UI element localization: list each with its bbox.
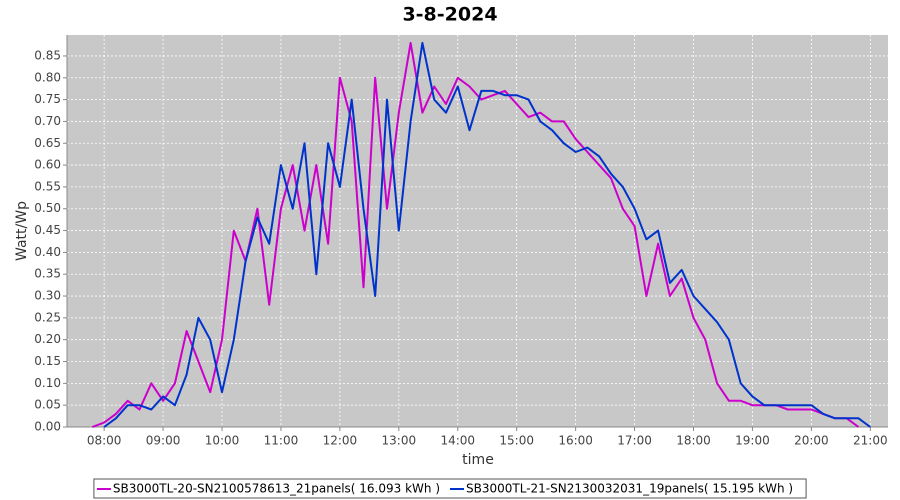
- y-tick-label: 0.30: [34, 289, 61, 303]
- y-tick-label: 0.55: [34, 179, 61, 193]
- x-tick-label: 16:00: [558, 434, 593, 448]
- x-tick-label: 19:00: [735, 434, 770, 448]
- y-tick-label: 0.15: [34, 354, 61, 368]
- x-tick-label: 17:00: [617, 434, 652, 448]
- x-tick-label: 11:00: [264, 434, 299, 448]
- x-tick-label: 20:00: [794, 434, 829, 448]
- y-tick-label: 0.05: [34, 398, 61, 412]
- y-tick-label: 0.75: [34, 92, 61, 106]
- x-tick-label: 13:00: [382, 434, 417, 448]
- x-tick-label: 18:00: [676, 434, 711, 448]
- y-tick-label: 0.40: [34, 245, 61, 259]
- y-tick-label: 0.00: [34, 420, 61, 434]
- x-tick-label: 08:00: [87, 434, 122, 448]
- y-tick-label: 0.20: [34, 332, 61, 346]
- y-tick-label: 0.70: [34, 114, 61, 128]
- plot-area: [67, 35, 888, 427]
- y-tick-label: 0.65: [34, 136, 61, 150]
- x-tick-label: 15:00: [499, 434, 534, 448]
- x-tick-label: 21:00: [853, 434, 888, 448]
- x-axis-label: time: [462, 452, 494, 468]
- y-tick-label: 0.85: [34, 48, 61, 62]
- x-tick-label: 14:00: [440, 434, 475, 448]
- y-tick-label: 0.10: [34, 376, 61, 390]
- x-tick-label: 12:00: [323, 434, 358, 448]
- x-tick-label: 10:00: [205, 434, 240, 448]
- y-tick-label: 0.50: [34, 201, 61, 215]
- y-tick-label: 0.25: [34, 310, 61, 324]
- y-axis-label: Watt/Wp: [14, 201, 30, 261]
- series-line: [91, 41, 860, 428]
- series-line: [103, 41, 871, 428]
- y-tick-label: 0.80: [34, 70, 61, 84]
- legend-label: SB3000TL-21-SN2130032031_19panels( 15.19…: [466, 482, 793, 496]
- y-tick-label: 0.35: [34, 267, 61, 281]
- y-tick-label: 0.60: [34, 158, 61, 172]
- chart-title: 3-8-2024: [402, 4, 497, 26]
- x-tick-label: 09:00: [146, 434, 181, 448]
- y-tick-label: 0.45: [34, 223, 61, 237]
- legend-label: SB3000TL-20-SN2100578613_21panels( 16.09…: [113, 482, 440, 496]
